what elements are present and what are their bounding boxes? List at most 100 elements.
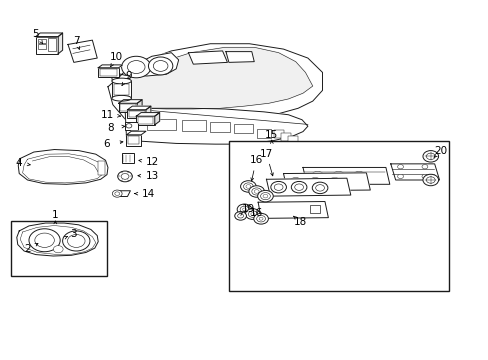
- Circle shape: [245, 209, 260, 220]
- Text: 4: 4: [16, 158, 22, 168]
- Polygon shape: [112, 53, 178, 83]
- Bar: [100, 69, 117, 76]
- Polygon shape: [136, 113, 159, 116]
- Polygon shape: [127, 106, 151, 110]
- Bar: [310, 205, 320, 213]
- Circle shape: [237, 204, 251, 215]
- Circle shape: [118, 171, 132, 182]
- Circle shape: [153, 60, 167, 71]
- Circle shape: [35, 233, 54, 247]
- Text: 1: 1: [52, 210, 59, 220]
- Circle shape: [397, 174, 403, 179]
- Circle shape: [126, 124, 132, 128]
- Bar: [38, 39, 45, 43]
- Bar: [11, 221, 106, 276]
- Text: 20: 20: [433, 146, 446, 156]
- Polygon shape: [258, 202, 328, 219]
- Polygon shape: [303, 167, 389, 184]
- Polygon shape: [155, 113, 159, 125]
- Ellipse shape: [112, 95, 131, 101]
- Circle shape: [245, 185, 250, 188]
- Circle shape: [328, 177, 340, 187]
- Circle shape: [315, 185, 324, 191]
- Polygon shape: [137, 100, 142, 112]
- Polygon shape: [266, 178, 350, 196]
- Circle shape: [421, 165, 427, 169]
- Bar: [122, 153, 134, 163]
- Bar: [136, 116, 155, 125]
- Text: 8: 8: [107, 123, 114, 132]
- Text: 10: 10: [110, 52, 123, 62]
- Circle shape: [242, 208, 246, 211]
- Circle shape: [248, 211, 257, 217]
- Polygon shape: [68, 40, 97, 62]
- Text: 14: 14: [141, 189, 154, 199]
- Text: 11: 11: [100, 110, 113, 120]
- Text: 17: 17: [259, 149, 272, 159]
- Circle shape: [422, 150, 438, 162]
- Circle shape: [311, 171, 324, 181]
- Polygon shape: [146, 106, 151, 118]
- Circle shape: [237, 214, 243, 218]
- Polygon shape: [119, 100, 142, 103]
- Bar: [112, 81, 131, 98]
- Bar: [98, 161, 105, 175]
- Bar: [233, 124, 253, 134]
- Bar: [125, 122, 138, 130]
- Text: 7: 7: [73, 36, 80, 46]
- Text: 15: 15: [264, 130, 278, 140]
- Circle shape: [234, 212, 246, 220]
- Bar: [210, 122, 229, 132]
- Circle shape: [289, 177, 302, 187]
- Text: 5: 5: [32, 29, 39, 39]
- Text: 9: 9: [125, 71, 131, 81]
- Circle shape: [294, 184, 303, 190]
- Text: 19: 19: [241, 204, 255, 214]
- Circle shape: [422, 174, 438, 186]
- Circle shape: [260, 193, 270, 200]
- Circle shape: [421, 174, 427, 179]
- Circle shape: [121, 174, 129, 179]
- Polygon shape: [225, 51, 254, 62]
- Bar: [114, 84, 129, 95]
- Text: 16: 16: [249, 155, 262, 165]
- Circle shape: [250, 213, 254, 216]
- Circle shape: [254, 190, 259, 193]
- Circle shape: [251, 188, 261, 195]
- Circle shape: [331, 171, 344, 181]
- Polygon shape: [18, 149, 108, 184]
- Polygon shape: [17, 223, 98, 256]
- Circle shape: [312, 182, 327, 194]
- Text: 2: 2: [24, 244, 31, 254]
- Bar: [119, 103, 137, 112]
- Polygon shape: [118, 47, 312, 109]
- Bar: [128, 136, 139, 144]
- Polygon shape: [126, 131, 146, 135]
- Bar: [228, 140, 448, 291]
- Text: 16: 16: [249, 208, 262, 218]
- Polygon shape: [283, 173, 369, 191]
- Circle shape: [259, 217, 263, 220]
- Text: 6: 6: [103, 139, 110, 149]
- Circle shape: [270, 181, 286, 193]
- Circle shape: [53, 246, 63, 253]
- Circle shape: [426, 153, 434, 159]
- Circle shape: [240, 181, 256, 192]
- Circle shape: [29, 229, 60, 252]
- Bar: [98, 68, 119, 77]
- Circle shape: [308, 177, 321, 187]
- Circle shape: [127, 60, 145, 73]
- Bar: [127, 110, 146, 118]
- Text: 13: 13: [146, 171, 159, 181]
- Polygon shape: [58, 33, 62, 54]
- Bar: [126, 135, 141, 145]
- Ellipse shape: [112, 78, 131, 84]
- Circle shape: [243, 183, 253, 190]
- Bar: [47, 38, 56, 51]
- Circle shape: [257, 190, 273, 202]
- Bar: [38, 44, 45, 49]
- Text: 12: 12: [146, 157, 159, 167]
- Circle shape: [62, 231, 90, 251]
- Circle shape: [115, 192, 120, 195]
- Polygon shape: [108, 44, 322, 121]
